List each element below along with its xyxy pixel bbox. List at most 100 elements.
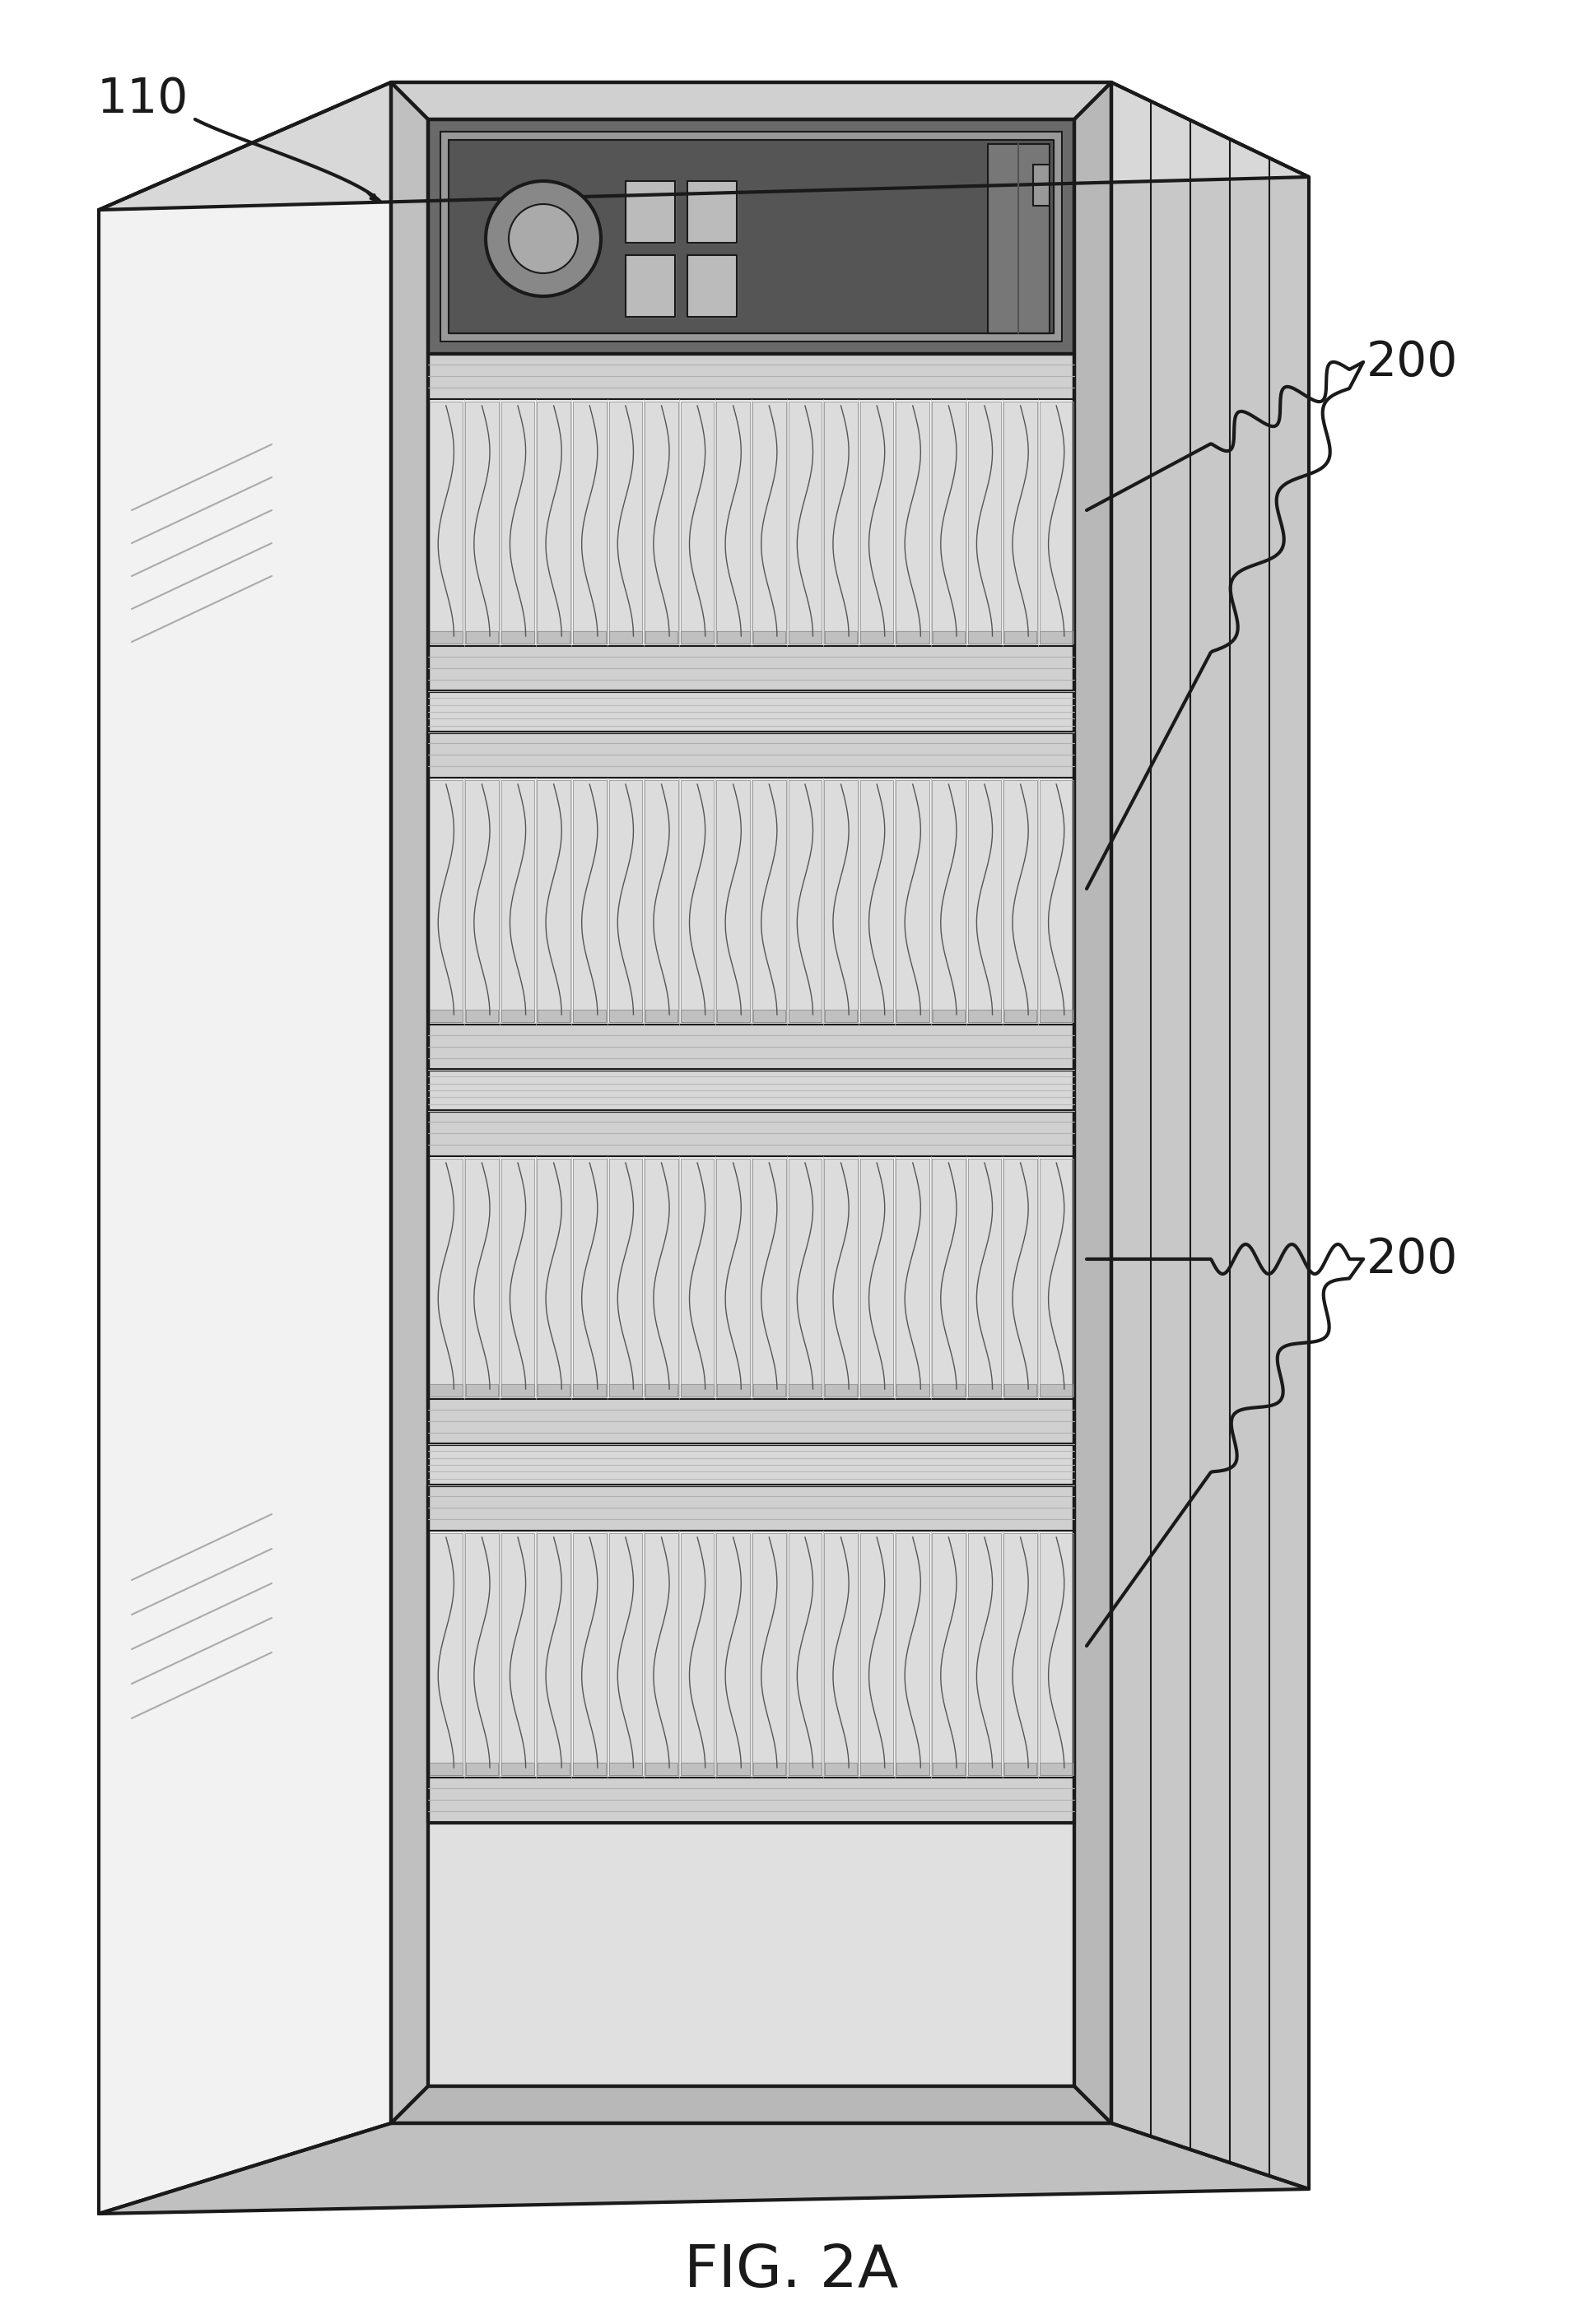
Polygon shape: [502, 1385, 533, 1397]
Polygon shape: [427, 1532, 1075, 1778]
Polygon shape: [427, 1485, 1075, 1532]
Polygon shape: [609, 1160, 643, 1397]
Polygon shape: [861, 1762, 893, 1776]
Polygon shape: [825, 402, 858, 644]
Text: 200: 200: [1366, 339, 1458, 386]
Polygon shape: [465, 1160, 499, 1397]
Polygon shape: [988, 144, 1050, 332]
Polygon shape: [969, 1762, 1000, 1776]
Polygon shape: [967, 781, 1000, 1023]
Polygon shape: [573, 402, 606, 644]
Polygon shape: [788, 781, 822, 1023]
Polygon shape: [1040, 1762, 1073, 1776]
Polygon shape: [427, 353, 1075, 400]
Polygon shape: [752, 1534, 785, 1776]
Polygon shape: [825, 1160, 858, 1397]
Polygon shape: [752, 402, 785, 644]
Polygon shape: [825, 1009, 858, 1023]
Polygon shape: [644, 781, 678, 1023]
Polygon shape: [537, 781, 570, 1023]
Polygon shape: [754, 1009, 785, 1023]
Polygon shape: [573, 1534, 606, 1776]
Polygon shape: [391, 2087, 1111, 2124]
Polygon shape: [98, 81, 1309, 209]
Polygon shape: [427, 1025, 1075, 1069]
Text: FIG. 2A: FIG. 2A: [684, 2243, 898, 2301]
Polygon shape: [1004, 1534, 1037, 1776]
Polygon shape: [788, 1160, 822, 1397]
Polygon shape: [465, 1762, 499, 1776]
Polygon shape: [967, 1534, 1000, 1776]
Polygon shape: [969, 632, 1000, 644]
Polygon shape: [687, 181, 736, 242]
Polygon shape: [1040, 1160, 1073, 1397]
Polygon shape: [896, 1534, 929, 1776]
Polygon shape: [502, 1160, 535, 1397]
Polygon shape: [681, 781, 714, 1023]
Polygon shape: [825, 632, 858, 644]
Polygon shape: [896, 632, 929, 644]
Polygon shape: [644, 1160, 678, 1397]
Polygon shape: [1004, 1009, 1037, 1023]
Polygon shape: [1004, 1160, 1037, 1397]
Circle shape: [508, 205, 578, 274]
Polygon shape: [537, 1009, 570, 1023]
Polygon shape: [427, 732, 1075, 1069]
Polygon shape: [537, 402, 570, 644]
Polygon shape: [427, 119, 1075, 2087]
Polygon shape: [788, 402, 822, 644]
Polygon shape: [932, 632, 966, 644]
Polygon shape: [1004, 781, 1037, 1023]
Polygon shape: [1040, 1385, 1073, 1397]
Polygon shape: [427, 1822, 1075, 2087]
Polygon shape: [98, 81, 391, 2215]
Polygon shape: [969, 1385, 1000, 1397]
Polygon shape: [429, 781, 462, 1023]
Polygon shape: [427, 353, 1075, 690]
Polygon shape: [825, 1762, 858, 1776]
Polygon shape: [465, 1009, 499, 1023]
Polygon shape: [825, 781, 858, 1023]
Polygon shape: [644, 402, 678, 644]
Polygon shape: [896, 781, 929, 1023]
Polygon shape: [896, 402, 929, 644]
Polygon shape: [427, 646, 1075, 690]
Polygon shape: [967, 402, 1000, 644]
Polygon shape: [932, 1762, 966, 1776]
Polygon shape: [860, 1534, 893, 1776]
Polygon shape: [896, 1762, 929, 1776]
Polygon shape: [932, 1385, 966, 1397]
Polygon shape: [573, 632, 606, 644]
Polygon shape: [391, 81, 427, 2124]
Polygon shape: [1040, 781, 1073, 1023]
Polygon shape: [681, 1534, 714, 1776]
Polygon shape: [573, 781, 606, 1023]
Polygon shape: [391, 81, 1111, 119]
Polygon shape: [860, 781, 893, 1023]
Polygon shape: [1040, 1009, 1073, 1023]
Polygon shape: [427, 1485, 1075, 1822]
Polygon shape: [717, 781, 750, 1023]
Polygon shape: [440, 132, 1062, 342]
Polygon shape: [754, 1762, 785, 1776]
Polygon shape: [1004, 632, 1037, 644]
Polygon shape: [969, 1009, 1000, 1023]
Polygon shape: [427, 1443, 1075, 1485]
Polygon shape: [502, 632, 533, 644]
Polygon shape: [429, 402, 462, 644]
Text: 200: 200: [1366, 1236, 1458, 1283]
Polygon shape: [427, 1399, 1075, 1443]
Polygon shape: [752, 1160, 785, 1397]
Polygon shape: [429, 1160, 462, 1397]
Polygon shape: [609, 632, 641, 644]
Polygon shape: [609, 1762, 641, 1776]
Polygon shape: [717, 632, 749, 644]
Polygon shape: [717, 402, 750, 644]
Polygon shape: [1040, 402, 1073, 644]
Polygon shape: [788, 1762, 822, 1776]
Polygon shape: [537, 1534, 570, 1776]
Polygon shape: [646, 1009, 678, 1023]
Polygon shape: [644, 1534, 678, 1776]
Polygon shape: [861, 1009, 893, 1023]
Polygon shape: [465, 402, 499, 644]
